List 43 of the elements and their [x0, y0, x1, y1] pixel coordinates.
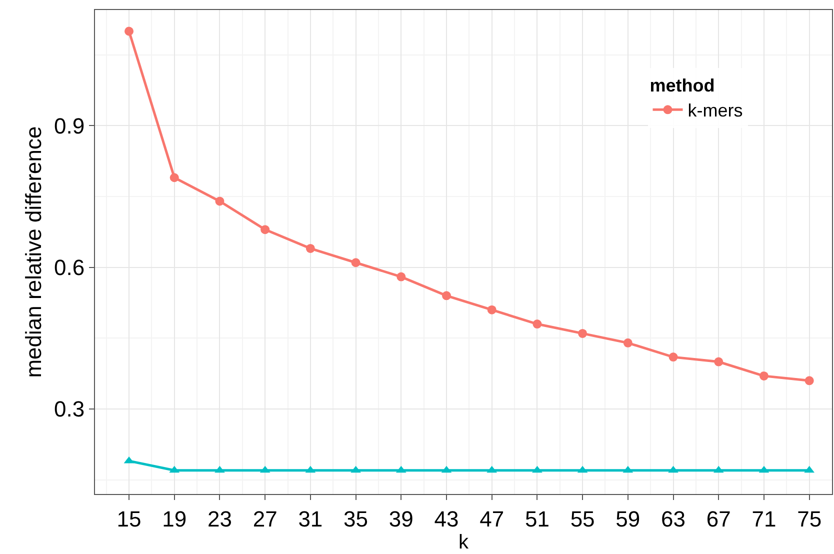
y-tick-label: 0.3: [54, 396, 85, 422]
x-tick-label: 51: [524, 506, 550, 532]
x-tick-label: 31: [298, 506, 323, 532]
x-axis-title: k: [458, 531, 470, 554]
point: [804, 376, 814, 386]
x-tick-label: 59: [616, 506, 640, 532]
point: [532, 320, 542, 329]
x-tick-label: 39: [388, 506, 414, 532]
x-tick-label: 15: [116, 506, 142, 532]
x-tick-label: 75: [797, 506, 822, 532]
point: [124, 26, 134, 36]
point: [759, 371, 768, 380]
point: [714, 357, 724, 366]
point: [351, 258, 360, 268]
point: [532, 466, 542, 473]
y-tick-label: 0.6: [54, 255, 85, 280]
legend-label: k-mers: [688, 100, 743, 121]
x-tick-label: 71: [752, 506, 776, 532]
x-tick-label: 55: [570, 506, 595, 532]
point: [306, 244, 315, 253]
point: [578, 328, 588, 338]
point: [668, 352, 678, 362]
point: [215, 196, 224, 206]
point: [170, 173, 179, 182]
x-tick-label: 63: [661, 506, 686, 532]
y-tick-label: 0.9: [54, 113, 85, 138]
legend-title: method: [650, 75, 715, 96]
x-tick-label: 67: [706, 506, 731, 532]
point: [668, 466, 678, 473]
point: [350, 466, 361, 473]
x-tick-label: 23: [207, 506, 232, 532]
point: [442, 291, 451, 300]
point: [260, 225, 270, 234]
x-tick-label: 47: [480, 506, 504, 532]
point: [487, 305, 496, 314]
point: [623, 338, 632, 348]
point: [214, 466, 225, 473]
y-axis-title: median relative difference: [21, 126, 46, 378]
x-tick-label: 35: [344, 506, 368, 532]
x-tick-label: 27: [252, 506, 278, 532]
x-tick-label: 19: [162, 506, 187, 532]
point: [396, 272, 406, 282]
x-tick-label: 43: [434, 506, 459, 532]
